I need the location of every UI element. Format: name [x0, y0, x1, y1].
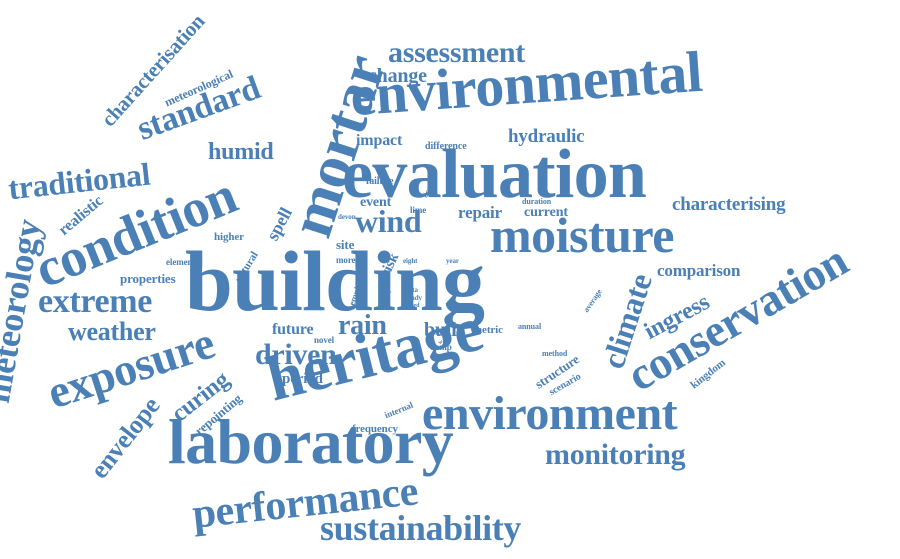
- word-hydraulic: hydraulic: [508, 126, 585, 147]
- word-assessment: assessment: [388, 36, 525, 69]
- word-year: year: [446, 257, 459, 265]
- word-traditional: traditional: [6, 155, 152, 207]
- word-annual: annual: [518, 322, 542, 331]
- word-event: event: [360, 195, 392, 210]
- word-higher: higher: [214, 231, 244, 243]
- word-envelope: envelope: [84, 391, 166, 484]
- word-difference: difference: [425, 141, 467, 152]
- word-data: data: [405, 286, 418, 294]
- word-more: more: [336, 255, 356, 265]
- word-building: building: [185, 233, 485, 329]
- word-failure: failure: [366, 176, 394, 187]
- word-built: built: [424, 319, 464, 341]
- word-frequency: frequency: [352, 423, 398, 435]
- word-humid: humid: [208, 139, 274, 165]
- word-impact: impact: [356, 132, 403, 149]
- word-method: method: [542, 349, 568, 358]
- word-duration: duration: [522, 197, 552, 206]
- word-devon: devon: [338, 213, 356, 221]
- word-weather: weather: [68, 317, 156, 346]
- word-eight: eight: [403, 257, 418, 265]
- word-driven: driven: [255, 338, 337, 371]
- word-sustainability: sustainability: [320, 508, 522, 548]
- word-period: period: [282, 371, 323, 387]
- word-repair: repair: [458, 203, 502, 222]
- word-damp: damp: [430, 342, 452, 352]
- word-monitoring: monitoring: [545, 438, 686, 471]
- word-novel: novel: [314, 335, 335, 345]
- word-comparison: comparison: [657, 261, 741, 280]
- word-current: current: [524, 205, 568, 220]
- word-site: site: [336, 237, 355, 252]
- word-characterising: characterising: [672, 194, 786, 215]
- word-laboratory: laboratory: [168, 406, 454, 477]
- word-environment: environment: [422, 387, 678, 440]
- word-wind: wind: [355, 203, 422, 239]
- word-future: future: [272, 321, 314, 338]
- word-word: word: [432, 331, 446, 337]
- word-lime: lime: [410, 205, 427, 215]
- word-extreme: extreme: [38, 283, 153, 320]
- word-evaluation: evaluation: [342, 136, 647, 213]
- word-study: study: [406, 294, 422, 302]
- word-element: element: [166, 257, 196, 267]
- word-change: change: [368, 65, 427, 87]
- word-used: used: [408, 303, 420, 309]
- word-moisture: moisture: [490, 207, 674, 263]
- word-metric: metric: [473, 324, 503, 336]
- word-rain: rain: [338, 310, 387, 341]
- word-properties: properties: [120, 271, 176, 286]
- word-average: average: [581, 287, 604, 314]
